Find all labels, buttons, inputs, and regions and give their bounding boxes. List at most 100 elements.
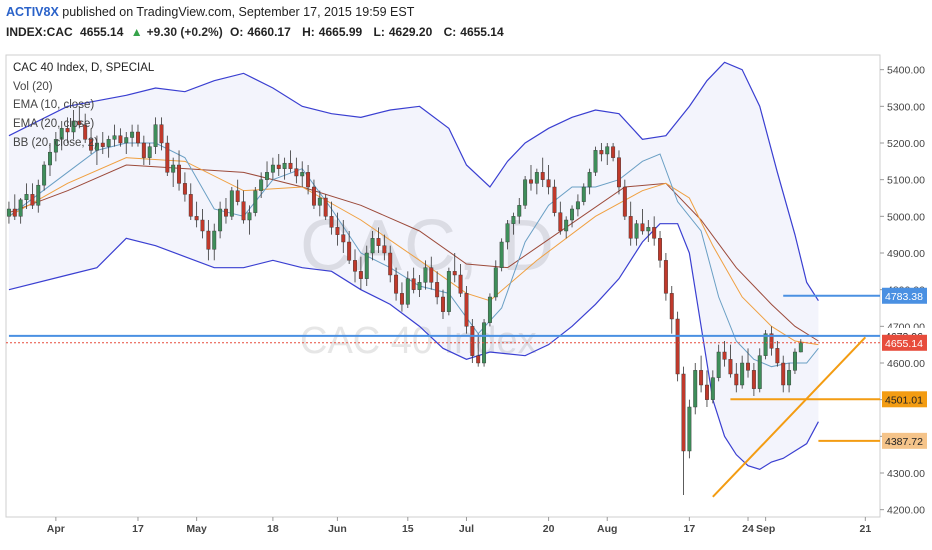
candle-body — [89, 139, 94, 151]
candle-body — [781, 362, 786, 386]
candle-body — [206, 230, 211, 250]
candle-body — [36, 184, 41, 206]
candle-body — [388, 252, 393, 276]
price-change: +9.30 (+0.2%) — [146, 25, 223, 39]
candle-body — [235, 190, 240, 202]
candle-body — [622, 186, 627, 217]
candle-body — [118, 135, 123, 144]
x-tick-label: 24 — [742, 523, 754, 535]
candle-body — [353, 260, 357, 272]
candle-body — [376, 238, 381, 246]
candle-body — [394, 274, 399, 294]
y-tick-label: 5400.00 — [887, 65, 925, 77]
candle-body — [611, 146, 616, 158]
candle-body — [12, 208, 17, 217]
open-label: O: — [230, 25, 244, 39]
candle-body — [417, 282, 422, 290]
y-tick-label: 4300.00 — [887, 468, 925, 480]
candle-body — [276, 164, 281, 169]
candle-body — [493, 267, 498, 298]
candle-body — [640, 223, 645, 232]
candle-body — [177, 164, 181, 184]
candle-body — [182, 183, 187, 195]
candle-body — [200, 219, 205, 232]
candle-body — [141, 142, 146, 158]
candle-body — [130, 131, 135, 138]
candle-body — [294, 168, 299, 177]
candle-body — [212, 230, 217, 250]
x-tick-label: 21 — [859, 523, 871, 535]
high-value: 4665.99 — [318, 25, 363, 39]
candle-body — [587, 172, 592, 188]
candle-body — [746, 362, 750, 371]
candle-body — [6, 208, 11, 217]
candle-body — [476, 355, 481, 364]
candle-body — [705, 384, 709, 400]
candle-body — [136, 131, 140, 144]
author-link[interactable]: ACTIV8X — [6, 5, 59, 19]
candle-body — [241, 201, 246, 221]
candle-body — [405, 278, 410, 305]
candle-body — [617, 157, 621, 188]
candle-body — [347, 241, 352, 261]
candle-body — [575, 201, 580, 210]
candle-body — [423, 267, 428, 283]
candle-body — [159, 124, 164, 144]
candle-body — [77, 120, 82, 125]
candle-body — [42, 164, 47, 186]
candle-body — [487, 296, 492, 323]
candle-body — [194, 216, 199, 221]
candle-body — [628, 216, 633, 239]
candle-body — [317, 197, 322, 206]
y-tick-label: 5000.00 — [887, 211, 925, 223]
candle-body — [652, 227, 657, 239]
candle-body — [529, 179, 533, 184]
candle-body — [769, 333, 774, 349]
candle-body — [229, 190, 234, 217]
level-4783-label: 4783.38 — [885, 291, 923, 303]
last-price-label-bg — [882, 334, 927, 351]
bollinger-lower-line — [8, 223, 819, 470]
y-tick-label: 5100.00 — [887, 175, 925, 187]
candle-body — [329, 216, 334, 228]
candle-body — [382, 245, 387, 254]
candle-body — [775, 348, 780, 364]
candle-body — [564, 219, 569, 232]
candle-body — [511, 216, 516, 224]
legend-ema10: EMA (10, close) — [13, 99, 95, 111]
candle-body — [100, 142, 105, 147]
candle-body — [751, 370, 756, 389]
x-tick-label: Aug — [597, 523, 617, 535]
candle-body — [247, 212, 252, 221]
candle-body — [599, 150, 604, 155]
candle-body — [464, 293, 469, 327]
candle-body — [53, 139, 58, 153]
candle-body — [188, 194, 193, 217]
y-tick-label: 4200.00 — [887, 505, 925, 517]
candle-body — [798, 342, 803, 353]
candle-body — [441, 296, 445, 312]
candle-body — [792, 351, 797, 371]
y-tick-label: 4900.00 — [887, 248, 925, 260]
candle-body — [59, 128, 64, 140]
x-tick-label: Jun — [328, 523, 347, 535]
y-tick-label: 5200.00 — [887, 138, 925, 150]
level-4501-label-bg — [882, 391, 927, 408]
level-4387-label: 4387.72 — [885, 436, 923, 448]
y-tick-label: 5300.00 — [887, 101, 925, 113]
publish-info: ACTIV8X published on TradingView.com, Se… — [6, 5, 414, 19]
candle-body — [728, 359, 733, 375]
candle-body — [323, 197, 328, 217]
candle-body — [259, 179, 264, 191]
ohlc-line: INDEX:CAC 4655.14 ▲ +9.30 (+0.2%) O: 4660.… — [6, 25, 512, 39]
candle-body — [282, 162, 287, 169]
candle-body — [106, 139, 111, 147]
candle-body — [311, 186, 316, 206]
candle-body — [499, 241, 504, 268]
candle-body — [558, 212, 563, 232]
candle-body — [83, 124, 88, 140]
x-tick-label: May — [186, 523, 207, 535]
level-4387-label-bg — [882, 432, 927, 449]
candle-body — [30, 194, 35, 206]
